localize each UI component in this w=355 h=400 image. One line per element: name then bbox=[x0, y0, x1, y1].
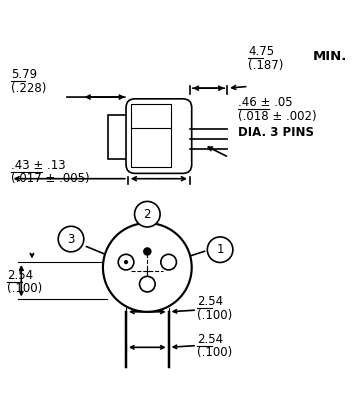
Text: (.187): (.187) bbox=[248, 59, 284, 72]
Circle shape bbox=[124, 260, 128, 264]
Bar bbox=[131, 104, 171, 167]
Circle shape bbox=[118, 254, 134, 270]
Circle shape bbox=[103, 223, 192, 312]
Text: 2.54: 2.54 bbox=[7, 269, 33, 282]
Text: 3: 3 bbox=[67, 232, 75, 246]
Text: 1: 1 bbox=[216, 243, 224, 256]
Text: .46 ± .05: .46 ± .05 bbox=[238, 96, 293, 110]
Text: .43 ± .13: .43 ± .13 bbox=[11, 159, 65, 172]
Text: DIA. 3 PINS: DIA. 3 PINS bbox=[238, 126, 314, 139]
Text: MIN.: MIN. bbox=[312, 50, 347, 63]
Circle shape bbox=[140, 276, 155, 292]
Text: (.017 ± .005): (.017 ± .005) bbox=[11, 172, 89, 185]
Circle shape bbox=[161, 254, 176, 270]
Text: 2: 2 bbox=[143, 208, 151, 221]
Text: (.018 ± .002): (.018 ± .002) bbox=[238, 110, 316, 123]
Text: 2.54: 2.54 bbox=[197, 332, 223, 346]
Bar bbox=[108, 115, 128, 159]
Text: (.100): (.100) bbox=[197, 346, 232, 359]
Circle shape bbox=[143, 247, 152, 256]
Text: (.228): (.228) bbox=[11, 82, 46, 95]
Text: 5.79: 5.79 bbox=[11, 68, 37, 81]
Circle shape bbox=[135, 202, 160, 227]
FancyBboxPatch shape bbox=[126, 99, 192, 173]
Text: 4.75: 4.75 bbox=[248, 45, 275, 58]
Text: (.100): (.100) bbox=[7, 282, 42, 295]
Text: 2.54: 2.54 bbox=[197, 295, 223, 308]
Circle shape bbox=[58, 226, 84, 252]
Circle shape bbox=[207, 237, 233, 262]
Text: (.100): (.100) bbox=[197, 309, 232, 322]
